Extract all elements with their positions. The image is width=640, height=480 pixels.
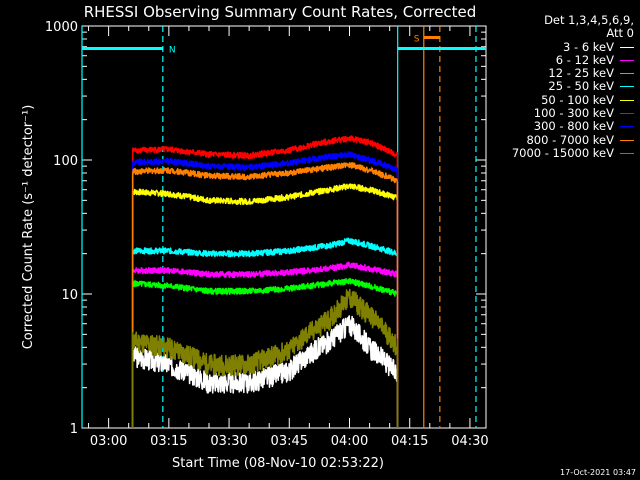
series-line xyxy=(131,315,399,429)
legend-swatch xyxy=(620,139,634,141)
legend-entry: 12 - 25 keV xyxy=(512,67,634,80)
legend-swatch xyxy=(620,73,634,75)
footer-timestamp: 17-Oct-2021 03:47 xyxy=(560,468,636,477)
legend-entry-label: 25 - 50 keV xyxy=(548,79,614,94)
legend-entry-label: 12 - 25 keV xyxy=(548,66,614,81)
legend-entry-label: 100 - 300 keV xyxy=(533,106,614,121)
legend-swatch xyxy=(620,126,634,128)
legend-swatch xyxy=(620,99,634,101)
x-tick-label: 03:00 xyxy=(90,434,127,449)
legend-entry: 800 - 7000 keV xyxy=(512,132,634,147)
legend-entry: 6 - 12 keV xyxy=(512,52,634,67)
series-line xyxy=(131,288,399,429)
legend-swatch xyxy=(620,152,634,154)
legend-entry-label: 50 - 100 keV xyxy=(541,92,614,107)
y-tick-label: 1000 xyxy=(45,20,78,35)
legend-entry: 7000 - 15000 keV xyxy=(511,145,634,160)
legend-entry: 100 - 300 keV xyxy=(512,106,634,121)
legend-entry-label: 800 - 7000 keV xyxy=(526,132,614,147)
series-line xyxy=(131,277,399,429)
x-tick-label: 04:15 xyxy=(391,434,428,449)
series-line xyxy=(131,161,399,429)
legend-swatch xyxy=(620,59,634,61)
legend-entry-label: 300 - 800 keV xyxy=(533,119,614,134)
x-tick-label: 03:30 xyxy=(210,434,247,449)
chart-title: RHESSI Observing Summary Count Rates, Co… xyxy=(84,3,477,21)
legend-entry: 3 - 6 keV xyxy=(512,39,634,54)
series-line xyxy=(131,183,399,429)
series-line xyxy=(131,261,399,429)
legend-entries: 3 - 6 keV 6 - 12 keV 12 - 25 keV 25 - 50 ke… xyxy=(511,39,634,161)
y-tick-label: 100 xyxy=(53,154,78,169)
legend-header-detectors: Det 1,3,4,5,6,9, xyxy=(544,13,634,27)
series-line xyxy=(131,135,399,429)
plot-area: 1 10 100 1000 03:00 03:15 03:30 03:45 04:00 04:15… xyxy=(45,20,489,449)
y-tick-label: 10 xyxy=(61,288,78,303)
legend-swatch xyxy=(620,46,634,48)
legend-swatch xyxy=(620,86,634,88)
legend-entry: 25 - 50 keV xyxy=(512,80,634,93)
x-tick-label: 03:45 xyxy=(271,434,308,449)
legend: Det 1,3,4,5,6,9, Att 0 3 - 6 keV 6 - 12 k… xyxy=(511,13,634,161)
x-tick-label: 04:30 xyxy=(451,434,488,449)
y-axis-label: Corrected Count Rate (s⁻¹ detector⁻¹) xyxy=(21,105,36,350)
legend-entry-label: 3 - 6 keV xyxy=(563,39,614,54)
legend-header-attenuator: Att 0 xyxy=(606,26,634,41)
series-line xyxy=(131,237,399,429)
legend-entry: 300 - 800 keV xyxy=(512,120,634,133)
x-tick-label: 03:15 xyxy=(150,434,187,449)
x-tick-label: 04:00 xyxy=(331,434,368,449)
night-bar-label: N xyxy=(169,45,176,55)
saa-bar-label: S xyxy=(414,35,420,45)
series-line xyxy=(131,151,399,429)
legend-entry-label: 6 - 12 keV xyxy=(555,52,614,67)
legend-swatch xyxy=(620,113,634,115)
x-axis-label: Start Time (08-Nov-10 02:53:22) xyxy=(172,456,384,471)
legend-entry-label: 7000 - 15000 keV xyxy=(511,145,614,160)
legend-entry: 50 - 100 keV xyxy=(512,92,634,107)
y-tick-label: 1 xyxy=(70,422,78,437)
